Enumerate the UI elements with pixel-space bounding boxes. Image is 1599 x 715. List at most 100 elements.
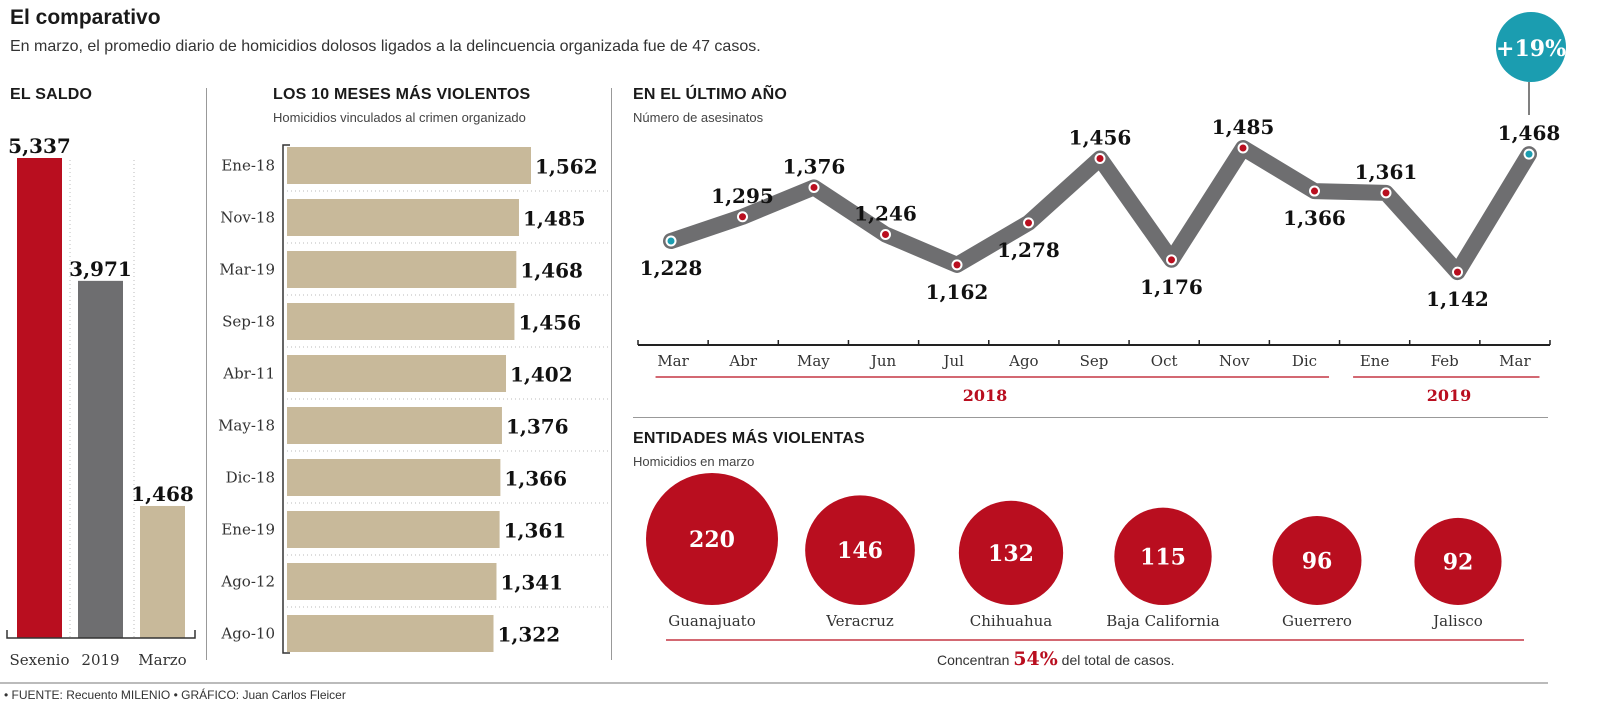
bubble-category-label: Chihuahua xyxy=(970,612,1053,630)
bubble-guanajuato xyxy=(646,473,778,605)
bar-value-label: 1,456 xyxy=(518,311,581,335)
x-tick-label: Mar xyxy=(1499,352,1531,370)
category-label: Marzo xyxy=(138,651,186,669)
bar-value-label: 1,341 xyxy=(500,571,563,595)
data-point xyxy=(1096,154,1104,162)
bubble-baja-california xyxy=(1114,507,1212,605)
bubble-category-label: Guanajuato xyxy=(668,612,756,630)
bubble-value-label: 132 xyxy=(988,541,1034,567)
data-point xyxy=(953,261,961,269)
x-tick-label: Dic xyxy=(1292,352,1317,370)
bar-value-label: 1,468 xyxy=(131,482,194,506)
x-tick-label: Feb xyxy=(1431,352,1459,370)
point-value-label: 1,176 xyxy=(1140,275,1203,299)
x-tick-label: May xyxy=(797,352,830,370)
bubble-category-label: Jalisco xyxy=(1431,612,1483,630)
bar-ago-10 xyxy=(287,615,494,652)
bubble-value-label: 92 xyxy=(1443,549,1474,575)
bar-ene-19 xyxy=(287,511,500,548)
bubble-guerrero xyxy=(1272,516,1362,605)
point-value-label: 1,366 xyxy=(1283,206,1346,230)
bubble-category-label: Veracruz xyxy=(825,612,894,630)
bar-dic-18 xyxy=(287,459,501,496)
entidades-note: Concentran 54% del total de casos. xyxy=(937,648,1175,670)
page-subtitle: En marzo, el promedio diario de homicidi… xyxy=(10,38,761,55)
note-suffix: del total de casos. xyxy=(1061,652,1175,668)
bar-sexenio xyxy=(17,158,62,638)
bar-sep-18 xyxy=(287,303,515,340)
footer-source: • FUENTE: Recuento MILENIO • GRÁFICO: Ju… xyxy=(4,688,346,702)
point-value-label: 1,468 xyxy=(1498,121,1561,145)
entidades-chart: 220 Guanajuato 146 Veracruz 132 Chihuahua 115 B… xyxy=(646,473,1524,641)
point-value-label: 1,361 xyxy=(1355,160,1418,184)
data-point xyxy=(667,237,675,245)
anio-title: EN EL ÚLTIMO AÑO xyxy=(633,86,788,103)
point-value-label: 1,295 xyxy=(711,184,774,208)
x-tick-label: Jul xyxy=(941,352,964,370)
bar-abr-11 xyxy=(287,355,507,392)
data-point xyxy=(1239,144,1247,152)
axis-bracket xyxy=(282,144,290,654)
category-label: May-18 xyxy=(218,417,275,435)
category-label: Mar-19 xyxy=(219,261,275,279)
point-value-label: 1,278 xyxy=(997,238,1060,262)
data-point xyxy=(810,183,818,191)
bar-value-label: 1,376 xyxy=(506,415,569,439)
data-point xyxy=(1454,268,1461,276)
bar-ago-12 xyxy=(287,563,497,600)
bar-value-label: 1,485 xyxy=(523,207,586,231)
divider-2 xyxy=(611,88,612,660)
meses-chart: Ene-18 1,562 Nov-18 1,485 Mar-19 1,468 Sep-18 1… xyxy=(218,144,610,654)
bar-value-label: 3,971 xyxy=(69,257,132,281)
year-label: 2018 xyxy=(963,386,1008,405)
anio-chart: 1,228 1,295 1,376 1,246 1,162 1,278 1,456 1,176… xyxy=(637,12,1566,405)
year-label: 2019 xyxy=(1427,386,1472,405)
data-point xyxy=(1168,256,1175,264)
x-tick-label: Nov xyxy=(1219,352,1250,370)
bubble-category-label: Guerrero xyxy=(1282,612,1352,630)
data-point xyxy=(1525,150,1533,158)
x-tick-label: Ene xyxy=(1360,352,1390,370)
bubble-category-label: Baja California xyxy=(1106,612,1220,630)
bar-value-label: 1,361 xyxy=(504,519,567,543)
axis-bracket xyxy=(6,630,196,639)
point-value-label: 1,142 xyxy=(1426,287,1489,311)
x-tick-label: Sep xyxy=(1080,352,1109,370)
point-value-label: 1,376 xyxy=(783,154,846,178)
x-tick-label: Jun xyxy=(869,352,897,370)
bar-marzo xyxy=(140,505,185,638)
bubble-chihuahua xyxy=(958,500,1064,605)
bubble-value-label: 220 xyxy=(689,527,735,553)
bubble-jalisco xyxy=(1414,517,1502,605)
point-value-label: 1,162 xyxy=(926,280,989,304)
bar-value-label: 1,562 xyxy=(535,155,598,179)
data-point xyxy=(1382,189,1390,197)
bar-nov-18 xyxy=(287,199,519,236)
category-label: 2019 xyxy=(81,651,119,669)
category-label: Ene-18 xyxy=(221,157,275,175)
footer-rule xyxy=(0,682,1548,684)
category-label: Ene-19 xyxy=(221,521,275,539)
bar-mar-19 xyxy=(287,251,517,288)
bar-value-label: 1,366 xyxy=(504,467,567,491)
saldo-title: EL SALDO xyxy=(10,86,93,103)
page-title: El comparativo xyxy=(10,6,161,29)
section-rule xyxy=(633,417,1548,418)
category-label: Dic-18 xyxy=(226,469,275,487)
x-tick-label: Oct xyxy=(1151,352,1178,370)
point-value-label: 1,485 xyxy=(1212,115,1275,139)
bar-2019 xyxy=(78,280,123,638)
bar-value-label: 1,468 xyxy=(520,259,583,283)
data-point xyxy=(882,230,889,238)
meses-subtitle: Homicidios vinculados al crimen organiza… xyxy=(273,110,526,125)
meses-title: LOS 10 MESES MÁS VIOLENTOS xyxy=(273,86,531,103)
annotation-label: +19% xyxy=(1496,36,1566,62)
bar-may-18 xyxy=(287,407,502,444)
category-label: Abr-11 xyxy=(222,365,275,383)
data-point xyxy=(1311,187,1318,195)
category-label: Nov-18 xyxy=(220,209,275,227)
point-value-label: 1,456 xyxy=(1069,125,1132,149)
divider-1 xyxy=(206,88,207,660)
category-label: Ago-12 xyxy=(220,573,275,591)
category-label: Sexenio xyxy=(10,651,70,669)
